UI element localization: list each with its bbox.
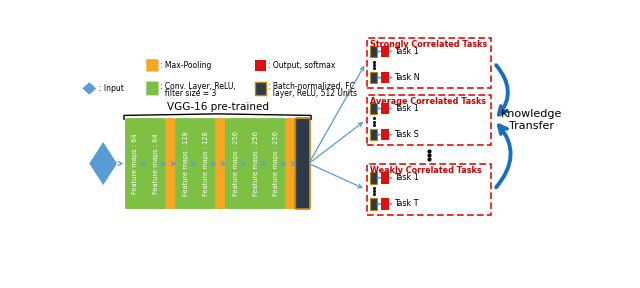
FancyBboxPatch shape xyxy=(371,172,378,183)
Text: Feature maps : 128: Feature maps : 128 xyxy=(182,131,189,196)
Text: Feature maps : 128: Feature maps : 128 xyxy=(203,131,209,196)
FancyBboxPatch shape xyxy=(371,72,378,84)
FancyBboxPatch shape xyxy=(381,198,389,210)
Text: Weakly Correlated Tasks: Weakly Correlated Tasks xyxy=(369,166,481,175)
FancyBboxPatch shape xyxy=(145,118,166,209)
FancyBboxPatch shape xyxy=(381,46,389,57)
FancyBboxPatch shape xyxy=(381,72,389,84)
FancyBboxPatch shape xyxy=(245,118,266,209)
FancyBboxPatch shape xyxy=(371,46,378,57)
Text: Knowledge
Transfer: Knowledge Transfer xyxy=(500,109,562,131)
Text: : Input: : Input xyxy=(99,84,124,93)
Polygon shape xyxy=(90,142,117,185)
FancyBboxPatch shape xyxy=(195,118,216,209)
Text: filter size = 3: filter size = 3 xyxy=(160,89,216,98)
Text: Average Correlated Tasks: Average Correlated Tasks xyxy=(369,97,486,106)
FancyBboxPatch shape xyxy=(371,198,378,210)
Text: Feature maps : 64: Feature maps : 64 xyxy=(152,133,159,194)
FancyBboxPatch shape xyxy=(125,118,146,209)
FancyBboxPatch shape xyxy=(147,82,159,95)
Text: layer, ReLU, 512 Units: layer, ReLU, 512 Units xyxy=(268,89,357,98)
FancyBboxPatch shape xyxy=(285,118,296,209)
Text: Feature maps : 256: Feature maps : 256 xyxy=(253,131,259,196)
FancyBboxPatch shape xyxy=(265,118,286,209)
FancyBboxPatch shape xyxy=(255,60,266,71)
FancyBboxPatch shape xyxy=(225,118,246,209)
FancyBboxPatch shape xyxy=(165,118,176,209)
FancyBboxPatch shape xyxy=(215,118,226,209)
Text: Feature maps : 256: Feature maps : 256 xyxy=(232,131,239,196)
FancyBboxPatch shape xyxy=(255,82,266,95)
Text: Task 1: Task 1 xyxy=(394,47,419,56)
Text: Task T: Task T xyxy=(394,200,419,209)
Text: VGG-16 pre-trained: VGG-16 pre-trained xyxy=(166,102,269,112)
Text: Task N: Task N xyxy=(394,73,420,82)
Text: Task 1: Task 1 xyxy=(394,173,419,182)
Text: Strongly Correlated Tasks: Strongly Correlated Tasks xyxy=(369,40,487,49)
FancyBboxPatch shape xyxy=(147,59,159,71)
Text: : Batch-normalized, FC: : Batch-normalized, FC xyxy=(268,82,355,91)
FancyBboxPatch shape xyxy=(381,172,389,183)
FancyBboxPatch shape xyxy=(371,103,378,114)
Text: : Conv. Layer, ReLU,: : Conv. Layer, ReLU, xyxy=(160,82,236,91)
FancyBboxPatch shape xyxy=(371,129,378,141)
Text: Task 1: Task 1 xyxy=(394,104,419,113)
Text: : Max-Pooling: : Max-Pooling xyxy=(160,61,211,70)
Text: : Output, softmax: : Output, softmax xyxy=(268,61,335,70)
Text: Feature maps : 256: Feature maps : 256 xyxy=(273,131,278,196)
Polygon shape xyxy=(83,82,96,95)
Text: Feature maps : 64: Feature maps : 64 xyxy=(132,133,138,194)
Text: Task S: Task S xyxy=(394,130,419,139)
FancyBboxPatch shape xyxy=(381,103,389,114)
FancyBboxPatch shape xyxy=(175,118,196,209)
FancyBboxPatch shape xyxy=(295,118,310,209)
FancyBboxPatch shape xyxy=(381,129,389,141)
